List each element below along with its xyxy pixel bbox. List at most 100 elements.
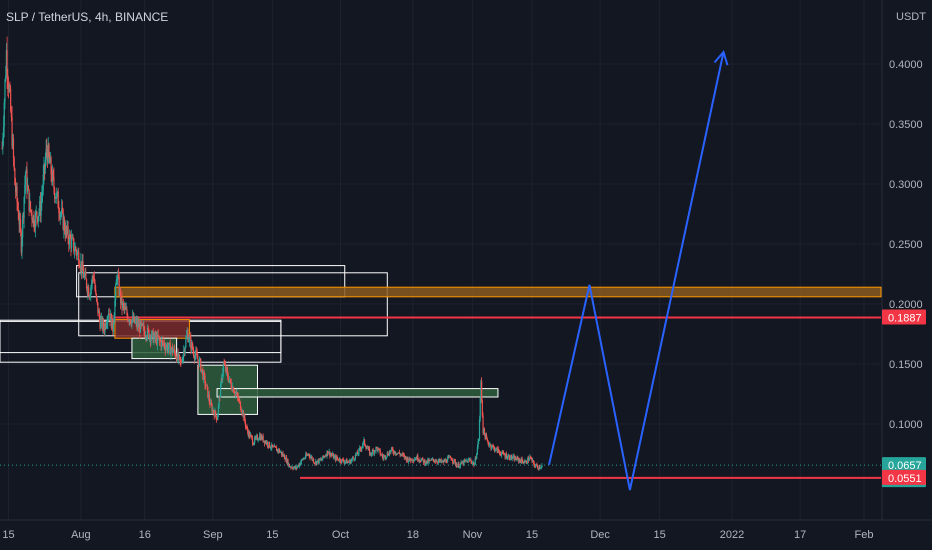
candle [258,438,260,441]
candle [29,192,31,213]
candle-body [540,467,542,468]
candle-body [122,302,124,308]
candle-body [205,385,207,387]
candle-body [195,351,197,355]
candle [462,460,464,467]
candle [264,440,266,445]
candle-body [68,234,71,245]
candle-body [503,454,505,456]
candle [539,464,541,470]
candle-body [421,457,423,460]
candle [517,455,519,460]
candle [372,447,374,451]
candle-body [500,454,502,456]
candle [489,442,491,446]
candle [297,464,299,468]
candle [172,349,174,354]
candle-body [44,163,46,170]
candle [146,335,148,342]
candle [170,348,172,361]
candle-body [45,148,47,161]
candle-body [198,359,200,366]
candle-body [397,453,399,454]
symbol-title[interactable]: SLP / TetherUS, 4h, BINANCE [6,10,169,24]
candle [124,301,126,314]
candle [159,335,161,346]
candle [411,458,413,463]
candle [537,464,539,470]
candle [227,372,230,383]
candle [56,190,59,197]
candle-body [390,447,393,451]
candle [112,314,114,336]
candle [202,370,205,383]
candle-body [204,375,206,386]
candle [485,432,487,440]
candle [160,339,162,351]
candle-body [405,456,407,458]
candle [56,187,58,204]
candle [442,459,444,462]
candle [32,217,34,224]
candle [61,199,63,218]
candle-body [457,463,459,467]
candle-body [177,352,179,359]
candle-body [532,460,534,462]
candle-body [279,452,281,453]
candle [473,463,476,466]
candle-body [475,458,477,459]
candle-body [271,444,273,447]
candle [244,413,246,424]
x-tick-label: Dec [590,529,610,541]
candle-body [66,226,68,232]
candle-body [17,208,20,220]
candle [107,308,110,321]
candle-body [273,446,275,448]
candle [467,458,469,463]
candle [119,286,121,297]
candle-body [100,317,103,321]
candle-body [132,316,134,322]
candle [340,460,342,465]
candle [259,432,261,441]
candle [136,315,138,331]
candle [396,453,398,455]
candle-body [337,458,339,461]
candle [180,359,183,364]
candle-body [420,459,422,462]
candle-body [69,234,71,238]
candle-body [480,381,482,399]
candle [412,460,414,463]
candle [308,453,310,459]
candle [178,351,180,365]
candle [290,465,293,469]
candle [267,445,269,450]
candle-body [391,447,393,450]
candle-body [178,354,180,359]
candle-body [203,372,205,376]
candle-body [498,448,500,452]
candle-body [112,318,114,332]
candle-body [345,459,347,462]
candle-body [295,466,297,469]
candle-body [205,384,208,387]
candle-body [229,378,232,383]
candle-body [339,458,341,462]
candle [206,383,208,391]
candle-body [161,340,163,347]
candle-body [27,186,29,192]
candle [291,466,293,469]
candle [349,459,352,464]
candle-body [232,387,234,393]
candle [229,375,231,384]
candle-body [316,461,318,465]
candle-body [29,201,32,211]
candle-body [241,411,243,414]
candle [276,448,278,453]
candle [393,450,395,455]
candle [422,456,424,461]
candle [171,343,173,357]
candle [273,443,276,447]
candle [182,354,184,364]
